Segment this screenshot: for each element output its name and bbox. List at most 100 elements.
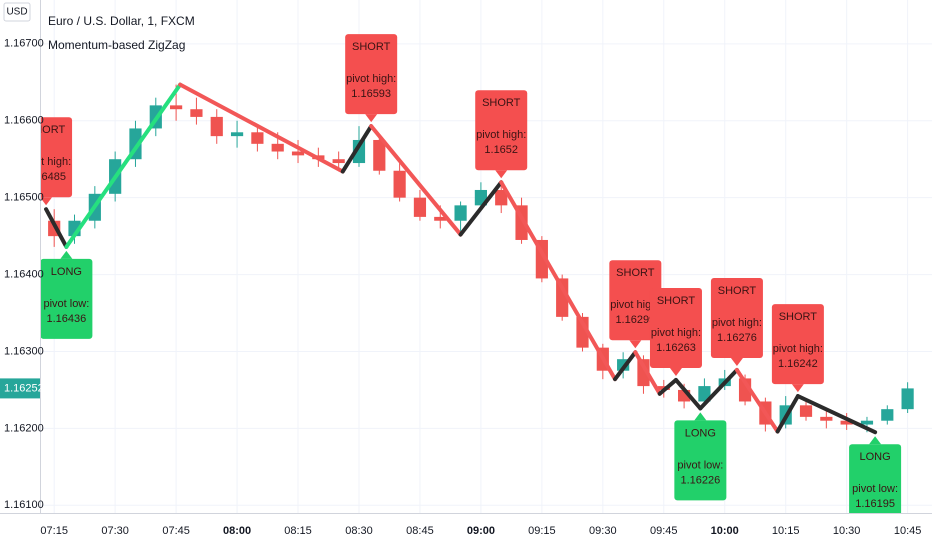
zigzag-segment [633,350,662,396]
y-tick-label: 1.16500 [4,192,44,204]
candle-body [881,409,894,421]
zigzag-segment [64,82,183,249]
candle-body [190,109,203,117]
x-tick-label: 08:30 [345,525,373,537]
pivot-label: SHORT pivot high: 1.16593 [345,34,398,123]
label-signal: LONG [51,266,82,278]
label-price: 1.16226 [680,474,720,486]
candle-body [617,359,630,371]
candle-body [820,416,833,421]
x-tick-label: 09:15 [528,525,556,537]
label-caption: pivot high: [773,343,823,355]
label-caption: pivot high: [712,317,762,329]
zigzag-segment [178,82,345,174]
pivot-label: LONG pivot low: 1.16195 [849,436,902,525]
pivot-label: SHORT pivot high: 1.16263 [649,287,702,376]
chart-title: Euro / U.S. Dollar, 1, FXCM [48,14,195,28]
label-pointer [869,436,882,445]
x-axis-panel [0,513,932,550]
y-tick-label: 1.16700 [4,38,44,50]
y-tick-label: 1.16400 [4,268,44,280]
zigzag-segment [795,394,878,435]
pivot-label: SHORT pivot high: 1.16276 [710,277,763,366]
label-pointer [694,412,707,421]
x-tick-label: 09:00 [467,525,495,537]
label-box [710,277,763,358]
zigzag-segment [458,180,504,237]
label-price: 1.16299 [615,314,655,326]
label-caption: pivot high: [651,327,701,339]
label-pointer [365,114,378,123]
label-box [609,260,662,341]
label-price: 1.16195 [855,498,895,510]
label-pointer [60,250,73,259]
zigzag-segment [673,377,703,411]
candle-body [332,159,345,164]
candle-body [230,132,244,137]
label-box [40,258,93,339]
x-tick-label: 08:45 [406,525,434,537]
pivot-label: SHORT pivot high: 1.16299 [609,260,662,349]
candle-body [495,189,508,206]
zigzag-segment [340,124,374,174]
x-tick-label: 08:00 [223,525,251,537]
x-tick-label: 07:30 [101,525,129,537]
label-signal: SHORT [352,41,391,53]
label-pointer [791,384,804,393]
last-price-tag [0,378,40,399]
label-price: 1.16276 [717,332,757,344]
candle-body [901,388,914,410]
label-caption: pivot high: [346,73,396,85]
candle-body [170,105,183,110]
y-tick-label: 1.16600 [4,115,44,127]
x-tick-label: 07:45 [162,525,190,537]
candle-body [454,205,467,221]
candle-body [678,389,691,402]
label-price: 1.1652 [484,144,518,156]
candle-body [840,420,853,425]
candle-body [251,132,264,144]
x-tick-label: 10:00 [711,525,739,537]
label-signal: LONG [685,427,716,439]
candle-body [291,151,305,156]
label-price: 1.16593 [351,88,391,100]
candle-body [271,143,284,152]
candle-body [799,405,813,417]
indicator-name: Momentum-based ZigZag [48,38,185,52]
label-caption: pivot low: [43,298,89,310]
zigzag-segment [775,394,800,434]
x-tick-label: 07:15 [40,525,68,537]
zigzag-segment [657,377,678,396]
x-tick-label: 10:45 [894,525,922,537]
pivot-label: SHORT pivot high: 1.16242 [771,304,824,393]
label-box [345,34,398,115]
currency-box [3,2,31,22]
label-pointer [40,197,53,206]
candle-body [352,139,366,164]
label-box [674,420,727,501]
pivot-label: LONG pivot low: 1.16436 [40,250,93,339]
candle-body [434,216,447,221]
zigzag-segment [369,124,463,237]
label-box [771,304,824,385]
label-price: 1.16263 [656,342,696,354]
label-caption: pivot low: [677,459,723,471]
zigzag-segment [613,350,638,382]
candle-body [393,170,406,198]
label-signal: SHORT [657,295,696,307]
x-tick-label: 09:30 [589,525,617,537]
label-caption: pivot low: [852,483,898,495]
label-pointer [495,170,508,179]
label-box [649,287,702,368]
label-signal: SHORT [779,311,818,323]
zigzag-segment [698,367,739,411]
candle-body [637,359,650,387]
y-tick-label: 1.16200 [4,422,44,434]
pivot-label: SHORT pivot high: 1.1652 [475,90,528,179]
candle-body [556,278,569,317]
label-pointer [629,340,642,349]
y-axis-panel [0,0,40,550]
label-box [849,444,902,525]
